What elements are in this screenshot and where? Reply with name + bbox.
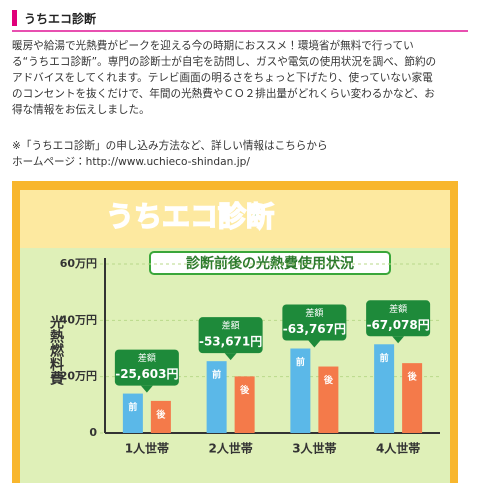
- bar: [402, 363, 423, 433]
- subtitle-box: [149, 251, 391, 275]
- diff-pointer: [224, 353, 237, 361]
- bar-label: 前: [380, 352, 389, 364]
- bar: [234, 376, 255, 433]
- body-text: 暖房や給湯で光熱費がピークを迎える今の時期におススメ！環境省が無料で行っている“…: [12, 38, 436, 118]
- diff-title: 差額: [305, 307, 323, 319]
- text-line: アドバイスをしてくれます。テレビ画面の明るさをちょっと下げたり、使っていない家電: [12, 72, 433, 84]
- bar: [150, 400, 171, 433]
- bar: [122, 393, 143, 433]
- y-tick-label: 20万円: [60, 370, 97, 383]
- diff-box: [282, 304, 347, 341]
- text-line: ※「うちエコ診断」の申し込み方法など、詳しい情報はこちらから: [12, 140, 328, 152]
- banner-bg: [20, 190, 450, 250]
- diff-value: -63,767円: [283, 322, 346, 336]
- text-line: る“うちエコ診断”。専門の診断士が自宅を訪問し、ガスや電気の使用状況を調べ、節約…: [12, 56, 437, 68]
- bar: [318, 366, 339, 433]
- diff-pointer: [308, 340, 321, 348]
- chart-title: うちエコ診断: [106, 200, 274, 233]
- diff-value: -67,078円: [366, 318, 429, 332]
- y-tick-label: 40万円: [60, 313, 97, 326]
- text-line: 暖房や給湯で光熱費がピークを迎える今の時期におススメ！環境省が無料で行ってい: [12, 40, 414, 52]
- note-text: ※「うちエコ診断」の申し込み方法など、詳しい情報はこちらから ホームページ：htt…: [12, 138, 328, 170]
- bar-label: 前: [296, 356, 305, 368]
- bar: [374, 344, 395, 433]
- diff-box: [366, 300, 431, 337]
- bar-label: 後: [155, 408, 166, 420]
- y-axis-label: 光熱燃料費: [48, 314, 65, 386]
- bar-label: 前: [128, 401, 137, 413]
- bar-label: 後: [323, 374, 334, 386]
- x-tick-label: 3人世帯: [292, 441, 336, 456]
- header-accent: [12, 10, 17, 26]
- diff-value: -53,671円: [199, 335, 262, 349]
- bar-label: 後: [407, 371, 418, 383]
- bar: [206, 361, 227, 433]
- diff-pointer: [392, 336, 405, 344]
- bar-label: 後: [239, 384, 250, 396]
- diff-box: [198, 317, 263, 354]
- x-tick-label: 2人世帯: [208, 441, 252, 456]
- header: うちエコ診断: [12, 6, 468, 32]
- x-tick-label: 1人世帯: [125, 441, 169, 456]
- diff-title: 差額: [138, 352, 156, 364]
- diff-value: -25,603円: [115, 367, 178, 381]
- text-line: のコンセントを抜くだけで、年間の光熱費やＣＯ２排出量がどれくらい変わるかなど、お: [12, 88, 435, 100]
- text-line: ホームページ：http://www.uchieco-shindan.jp/: [12, 156, 250, 168]
- diff-box: [114, 349, 179, 386]
- diff-title: 差額: [389, 303, 407, 315]
- header-title: うちエコ診断: [24, 12, 97, 26]
- x-tick-label: 4人世帯: [376, 441, 420, 456]
- diff-title: 差額: [222, 320, 240, 332]
- diff-pointer: [140, 385, 153, 393]
- y-tick-label: 60万円: [60, 257, 97, 270]
- bar-label: 前: [212, 369, 221, 381]
- bar: [290, 348, 311, 433]
- text-line: 得な情報をお伝えしました。: [12, 104, 150, 116]
- y-tick-label: 0: [89, 426, 97, 439]
